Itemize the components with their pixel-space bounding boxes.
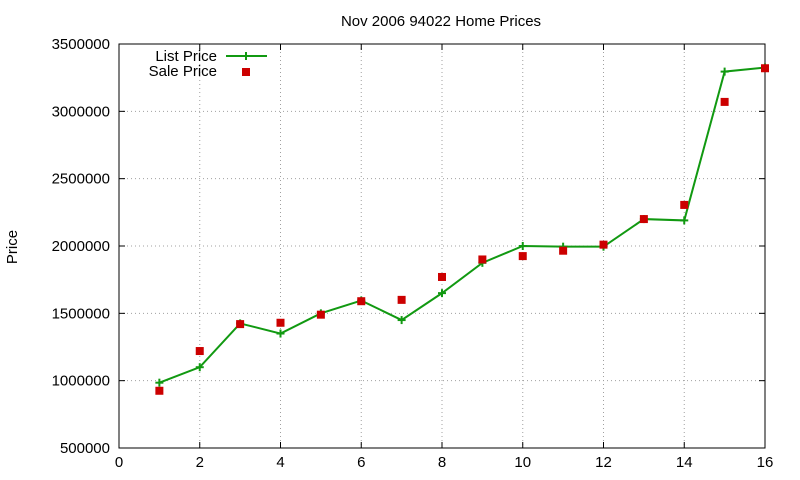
y-tick-label: 3500000 [52,36,110,53]
data-point-list-price [680,216,689,225]
grid [119,44,765,448]
legend: List Price Sale Price [149,48,267,80]
data-point-sale-price [316,310,325,319]
y-tick-label: 1000000 [52,373,110,390]
data-point-list-price [518,242,527,250]
data-point-sale-price [438,272,446,281]
data-point-sale-price [761,64,769,73]
data-point-sale-price [599,240,608,249]
legend-marker-sale-price [242,68,250,76]
data-point-sale-price [720,97,729,106]
data-point-sale-price [195,347,204,356]
chart-title: Nov 2006 94022 Home Prices [341,13,541,30]
data-point-list-price [195,363,204,372]
legend-label-list-price: List Price [155,48,217,65]
data-point-sale-price [639,215,648,224]
data-point-sale-price [155,386,164,395]
data-point-list-price [397,316,406,325]
series [155,63,769,395]
axis-ticks [118,43,766,449]
tick-labels: 0 2 4 6 8 10 12 14 16 500000 1000000 1500000 2000000… [52,36,774,471]
data-point-list-price [438,289,446,298]
x-tick-label: 10 [514,454,531,471]
x-tick-label: 0 [115,454,123,471]
x-tick-label: 16 [757,454,774,471]
x-tick-label: 8 [438,454,446,471]
y-tick-label: 500000 [60,440,110,457]
y-tick-label: 2500000 [52,171,110,188]
y-axis-label: Price [4,230,21,264]
x-tick-label: 6 [357,454,365,471]
data-point-sale-price [357,297,366,306]
legend-marker-list-price [242,52,250,60]
x-tick-label: 12 [595,454,612,471]
y-tick-label: 3000000 [52,103,110,120]
series-line-0 [159,66,766,384]
data-point-list-price [276,329,285,338]
data-point-sale-price [518,252,527,261]
data-point-sale-price [680,200,689,209]
y-tick-label: 1500000 [52,305,110,322]
x-tick-label: 4 [276,454,284,471]
legend-label-sale-price: Sale Price [149,63,217,80]
data-point-sale-price [276,318,285,327]
data-point-list-price [720,67,729,76]
data-point-sale-price [236,320,245,329]
y-tick-label: 2000000 [52,238,110,255]
x-tick-label: 14 [676,454,693,471]
data-point-sale-price [397,295,406,304]
data-point-list-price [155,378,164,387]
x-tick-label: 2 [196,454,204,471]
data-point-sale-price [478,255,487,264]
data-point-sale-price [559,246,568,255]
